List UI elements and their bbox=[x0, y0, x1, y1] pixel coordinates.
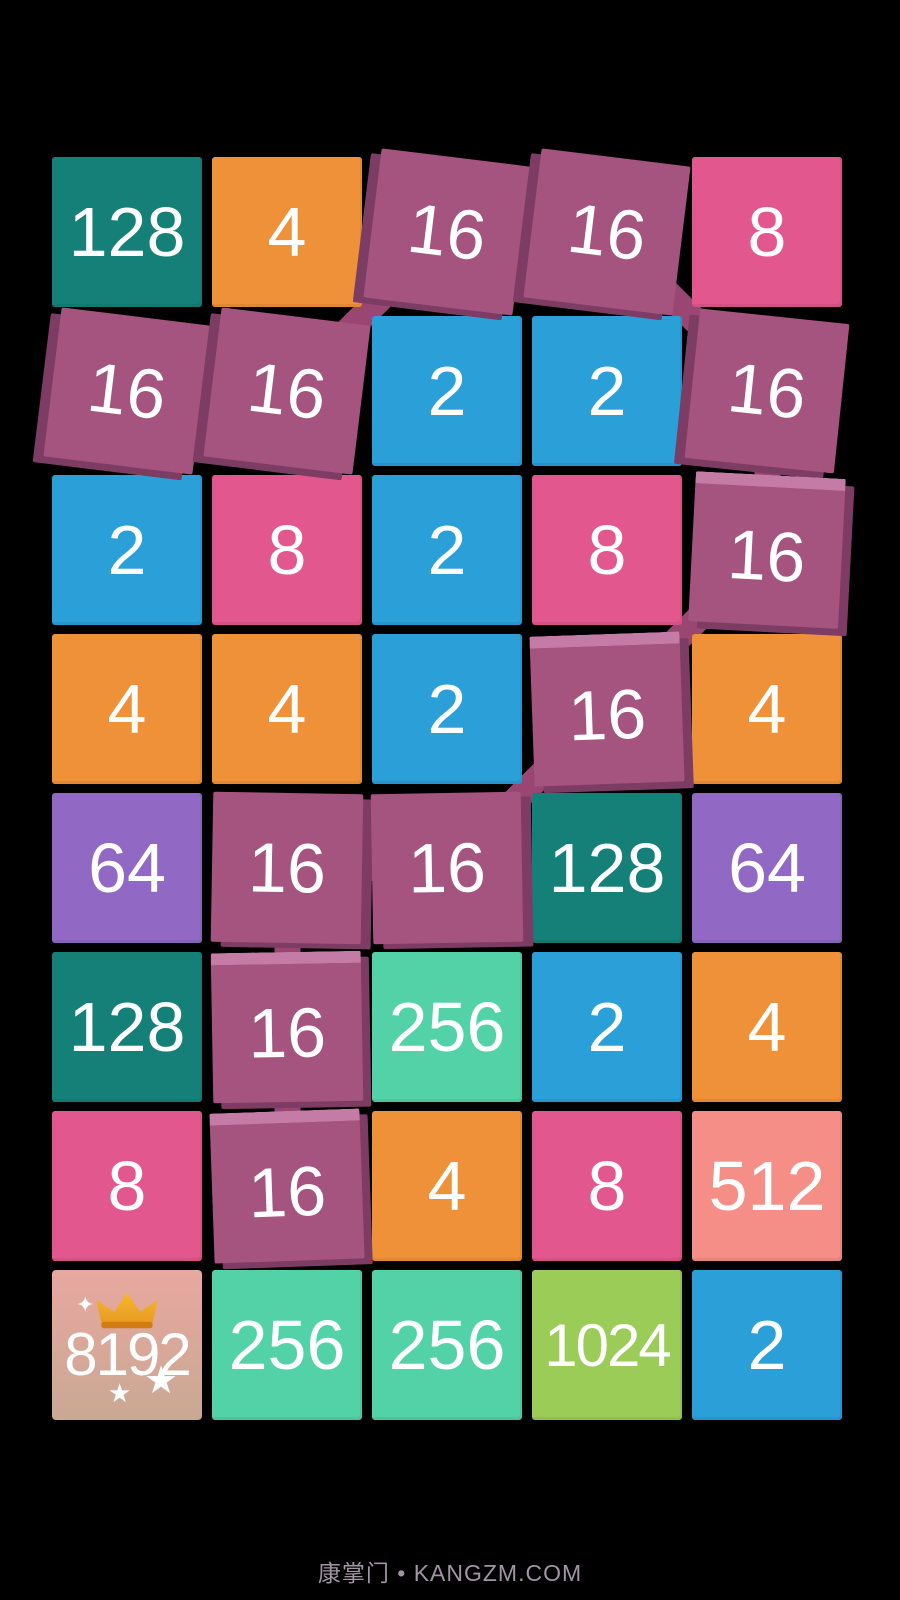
star-icon: ★ bbox=[108, 1378, 131, 1408]
star-icon: ★ bbox=[144, 1360, 178, 1402]
tile-2-r3c3[interactable]: 2 bbox=[372, 475, 522, 625]
tile-4-r1c2[interactable]: 4 bbox=[212, 157, 362, 307]
tile-8-r1c5[interactable]: 8 bbox=[692, 157, 842, 307]
tile-value: 8192 bbox=[64, 1320, 191, 1388]
tile-4-r6c5[interactable]: 4 bbox=[692, 952, 842, 1102]
tile-16-r5c2[interactable]: 16 bbox=[210, 791, 364, 945]
tile-16-r2c2[interactable]: 16 bbox=[203, 307, 371, 475]
tile-256-r8c3[interactable]: 256 bbox=[372, 1270, 522, 1420]
tile-16-r3c5[interactable]: 16 bbox=[688, 471, 846, 629]
tile-128-r6c1[interactable]: 128 bbox=[52, 952, 202, 1102]
tile-4-r4c2[interactable]: 4 bbox=[212, 634, 362, 784]
tile-8192-r8c1[interactable]: ✦ ★ ★ 8192 bbox=[52, 1270, 202, 1420]
tile-16-r2c1[interactable]: 16 bbox=[43, 307, 211, 475]
tile-256-r6c3[interactable]: 256 bbox=[372, 952, 522, 1102]
tile-4-r4c1[interactable]: 4 bbox=[52, 634, 202, 784]
tile-8-r3c2[interactable]: 8 bbox=[212, 475, 362, 625]
tile-16-r6c2[interactable]: 16 bbox=[210, 950, 364, 1104]
tile-8-r7c4[interactable]: 8 bbox=[532, 1111, 682, 1261]
sparkle-star-icon: ✦ bbox=[76, 1292, 94, 1317]
tile-16-r5c3[interactable]: 16 bbox=[370, 791, 524, 945]
tile-16-r2c5[interactable]: 16 bbox=[684, 308, 850, 474]
tile-8-r7c1[interactable]: 8 bbox=[52, 1111, 202, 1261]
tile-8-r3c4[interactable]: 8 bbox=[532, 475, 682, 625]
tile-2-r6c4[interactable]: 2 bbox=[532, 952, 682, 1102]
tile-128-r1c1[interactable]: 128 bbox=[52, 157, 202, 307]
tile-256-r8c2[interactable]: 256 bbox=[212, 1270, 362, 1420]
tile-16-r1c3[interactable]: 16 bbox=[363, 148, 531, 316]
tile-128-r5c4[interactable]: 128 bbox=[532, 793, 682, 943]
tile-64-r5c1[interactable]: 64 bbox=[52, 793, 202, 943]
tile-1024-r8c4[interactable]: 1024 bbox=[532, 1270, 682, 1420]
tile-2-r4c3[interactable]: 2 bbox=[372, 634, 522, 784]
watermark: 康掌门 • KANGZM.COM bbox=[317, 1560, 583, 1586]
crown-icon bbox=[95, 1276, 159, 1329]
tile-2-r2c4[interactable]: 2 bbox=[532, 316, 682, 466]
tile-16-r1c4[interactable]: 16 bbox=[523, 148, 691, 316]
tile-2-r2c3[interactable]: 2 bbox=[372, 316, 522, 466]
tile-2-r8c5[interactable]: 2 bbox=[692, 1270, 842, 1420]
tile-2-r3c1[interactable]: 2 bbox=[52, 475, 202, 625]
tile-4-r7c3[interactable]: 4 bbox=[372, 1111, 522, 1261]
tile-4-r4c5[interactable]: 4 bbox=[692, 634, 842, 784]
tile-64-r5c5[interactable]: 64 bbox=[692, 793, 842, 943]
tile-16-r7c2[interactable]: 16 bbox=[209, 1108, 365, 1264]
tile-512-r7c5[interactable]: 512 bbox=[692, 1111, 842, 1261]
tile-16-r4c4[interactable]: 16 bbox=[529, 631, 685, 787]
